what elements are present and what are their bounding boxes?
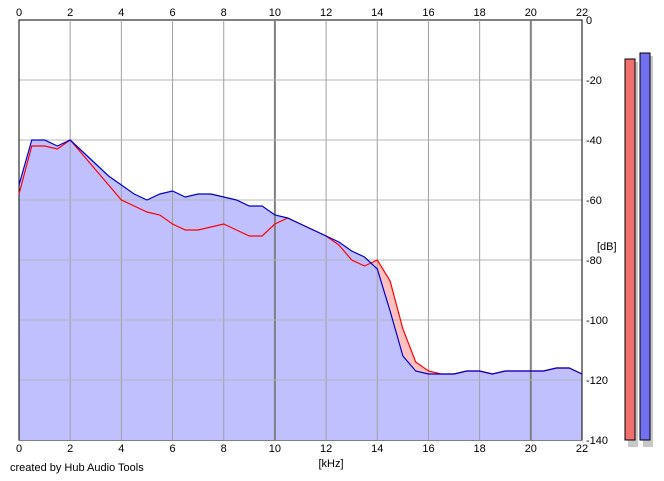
y-tick-label: -100 [586,315,608,327]
grid-lines [18,20,583,440]
y-tick-label: -40 [586,135,602,147]
x-tick-label-bottom: 6 [169,443,175,455]
x-tick-label-top: 2 [67,7,73,19]
y-tick-label: -140 [586,435,608,447]
x-tick-label-bottom: 20 [525,443,537,455]
level-meter-bar [624,58,636,441]
x-axis-label: [kHz] [318,458,343,470]
x-tick-label-bottom: 12 [320,443,332,455]
x-tick-label-bottom: 0 [16,443,22,455]
credit-text: created by Hub Audio Tools [10,462,144,474]
x-tick-label-top: 14 [371,7,383,19]
series-line-2 [18,139,583,375]
y-tick-label: 0 [586,15,592,27]
y-tick-label: -80 [586,255,602,267]
x-tick-label-top: 6 [169,7,175,19]
x-tick-label-bottom: 18 [474,443,486,455]
x-tick-label-top: 8 [221,7,227,19]
y-tick-label: -120 [586,375,608,387]
x-tick-label-top: 18 [474,7,486,19]
x-tick-label-top: 0 [16,7,22,19]
x-tick-label-bottom: 4 [118,443,124,455]
x-tick-label-bottom: 2 [67,443,73,455]
x-tick-label-bottom: 10 [269,443,281,455]
level-meters [624,52,653,447]
y-axis-ticks: 0 -20 -40 -60 -80 -100 -120 -140 [586,15,608,447]
x-tick-label-bottom: 14 [371,443,383,455]
level-meter-bar [639,52,651,441]
y-axis-label: [dB] [597,241,617,253]
x-tick-label-top: 12 [320,7,332,19]
x-tick-label-top: 22 [576,7,588,19]
y-tick-label: -20 [586,75,602,87]
x-tick-label-top: 10 [269,7,281,19]
x-tick-label-top: 16 [422,7,434,19]
spectrum-lines [18,139,583,375]
x-tick-label-top: 20 [525,7,537,19]
x-tick-label-bottom: 16 [422,443,434,455]
y-tick-label: -60 [586,195,602,207]
x-tick-label-bottom: 22 [576,443,588,455]
x-tick-label-top: 4 [118,7,124,19]
x-tick-label-bottom: 8 [221,443,227,455]
